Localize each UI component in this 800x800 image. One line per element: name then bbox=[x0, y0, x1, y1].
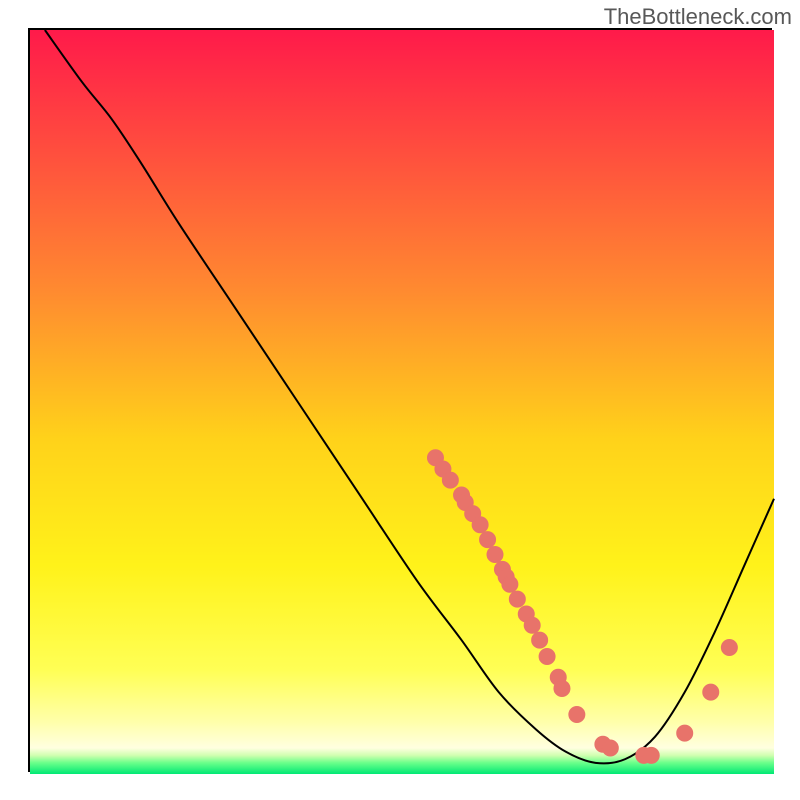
data-marker bbox=[487, 547, 503, 563]
data-marker bbox=[509, 591, 525, 607]
chart-container: TheBottleneck.com bbox=[0, 0, 800, 800]
data-marker bbox=[569, 706, 585, 722]
data-marker bbox=[554, 680, 570, 696]
data-marker bbox=[643, 747, 659, 763]
data-marker bbox=[602, 740, 618, 756]
data-marker bbox=[539, 648, 555, 664]
data-marker bbox=[524, 617, 540, 633]
data-marker bbox=[703, 684, 719, 700]
bottleneck-curve bbox=[45, 30, 774, 763]
plot-area bbox=[28, 28, 772, 772]
data-marker bbox=[502, 576, 518, 592]
data-marker bbox=[677, 725, 693, 741]
data-marker bbox=[480, 532, 496, 548]
data-marker bbox=[532, 632, 548, 648]
watermark-text: TheBottleneck.com bbox=[604, 4, 792, 30]
data-marker bbox=[721, 640, 737, 656]
data-marker bbox=[442, 472, 458, 488]
curve-layer bbox=[30, 30, 774, 774]
data-marker bbox=[472, 517, 488, 533]
data-markers bbox=[427, 450, 737, 764]
